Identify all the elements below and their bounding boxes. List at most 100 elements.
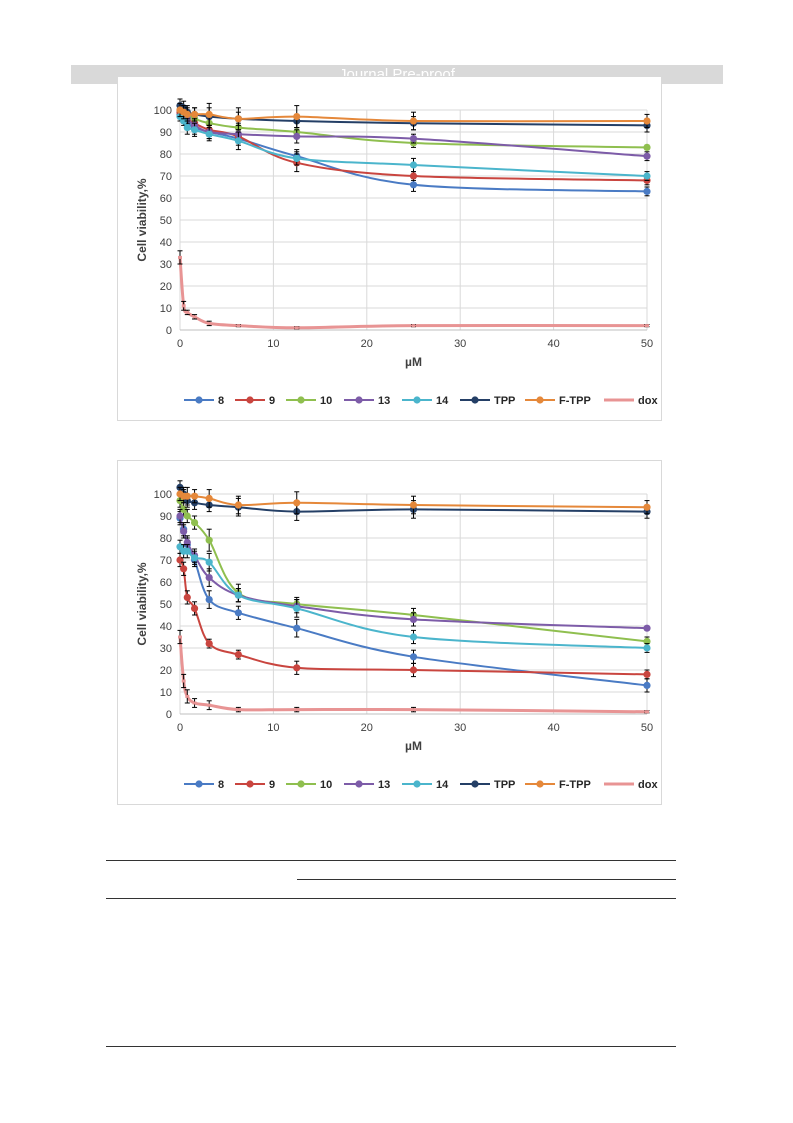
data-point <box>205 574 213 582</box>
data-point <box>236 708 241 712</box>
table-mid-rule <box>106 898 676 899</box>
data-point <box>190 492 199 500</box>
data-point <box>207 703 212 707</box>
series-9 <box>176 552 651 680</box>
data-point <box>409 653 418 661</box>
data-point <box>409 633 418 641</box>
legend-item: 8 <box>184 395 224 407</box>
series-dox <box>177 250 650 330</box>
table-bottom-rule <box>106 1046 676 1047</box>
legend-marker <box>355 396 363 404</box>
data-point <box>643 644 651 652</box>
data-point <box>190 519 199 527</box>
data-point <box>293 154 301 162</box>
data-point <box>205 558 213 566</box>
data-point <box>205 536 213 544</box>
legend-label: dox <box>638 779 658 791</box>
legend-label: 10 <box>320 395 332 407</box>
legend-label: 9 <box>269 395 275 407</box>
y-tick-label: 60 <box>160 193 172 205</box>
legend-item: 9 <box>235 779 275 791</box>
data-point <box>293 664 301 672</box>
y-tick-label: 20 <box>160 665 172 677</box>
table-top-rule <box>106 860 676 861</box>
series-line <box>179 515 648 630</box>
y-tick-label: 70 <box>160 171 172 183</box>
y-axis-title: Cell viability,% <box>135 178 149 261</box>
data-point <box>178 635 182 639</box>
legend-label: TPP <box>494 779 515 791</box>
series-f-tpp <box>176 102 651 131</box>
legend-item: F-TPP <box>525 395 591 407</box>
legend-item: dox <box>604 779 658 791</box>
legend-marker <box>195 780 203 788</box>
legend-item: 14 <box>402 395 449 407</box>
series-line <box>178 257 648 330</box>
data-point <box>234 609 242 617</box>
data-point <box>409 172 418 180</box>
data-point <box>234 651 242 659</box>
y-tick-label: 50 <box>160 215 172 227</box>
y-tick-label: 90 <box>160 127 172 139</box>
data-point <box>236 324 241 328</box>
series-f-tpp <box>176 486 651 515</box>
data-point <box>205 640 213 648</box>
data-point <box>643 117 651 125</box>
legend-item: 13 <box>344 395 390 407</box>
legend-marker <box>536 396 544 404</box>
y-tick-label: 80 <box>160 533 172 545</box>
legend-marker <box>297 396 305 404</box>
y-tick-label: 100 <box>154 489 172 501</box>
data-point <box>234 591 242 599</box>
data-point <box>181 304 186 308</box>
legend-item: dox <box>604 395 658 407</box>
legend-label: 8 <box>218 779 224 791</box>
legend-marker <box>195 396 203 404</box>
legend-label: TPP <box>494 395 515 407</box>
legend-item: 14 <box>402 779 449 791</box>
data-point <box>181 679 186 683</box>
y-axis-title: Cell viability,% <box>135 562 149 645</box>
y-tick-label: 80 <box>160 149 172 161</box>
x-tick-label: 20 <box>361 338 373 350</box>
legend-label: dox <box>638 395 658 407</box>
data-point <box>293 604 301 612</box>
viability-chart-top: 0 10 20 30 40 50 60 70 80 90 100 0 10 20 30 40 50 µM Cell … <box>117 76 662 421</box>
legend-item: 10 <box>286 395 332 407</box>
data-point <box>643 172 651 180</box>
data-point <box>205 130 213 138</box>
legend-item: TPP <box>460 779 515 791</box>
legend-item: 8 <box>184 779 224 791</box>
chart-svg-bottom: 0 10 20 30 40 50 60 70 80 90 100 0 10 20 30 40 50 µM Cell … <box>135 480 658 791</box>
data-point <box>409 666 418 674</box>
data-point <box>183 492 191 500</box>
data-point <box>643 503 651 511</box>
y-tick-label: 60 <box>160 577 172 589</box>
data-point <box>643 624 651 632</box>
data-point <box>293 499 301 507</box>
data-point <box>411 324 416 328</box>
x-tick-label: 30 <box>454 722 466 734</box>
legend-label: 13 <box>378 395 390 407</box>
data-point <box>411 708 416 712</box>
series-dox <box>177 629 650 714</box>
series-line <box>178 636 648 714</box>
legend-item: 10 <box>286 779 332 791</box>
data-point <box>234 137 242 145</box>
data-point <box>234 115 242 123</box>
x-tick-label: 10 <box>267 338 279 350</box>
data-point <box>183 593 191 601</box>
data-point <box>205 110 213 118</box>
data-point <box>293 132 301 140</box>
legend-item: F-TPP <box>525 779 591 791</box>
data-point <box>293 113 301 121</box>
data-point <box>180 527 188 535</box>
legend-label: 14 <box>436 779 449 791</box>
series-13 <box>176 508 651 632</box>
legend-item: TPP <box>460 395 515 407</box>
y-tick-label: 30 <box>160 643 172 655</box>
legend-marker <box>246 396 254 404</box>
chart-legend: 8 9 10 13 14 TPP F-TPP dox <box>184 779 658 791</box>
y-tick-label: 0 <box>166 709 172 721</box>
series-line <box>179 500 648 643</box>
